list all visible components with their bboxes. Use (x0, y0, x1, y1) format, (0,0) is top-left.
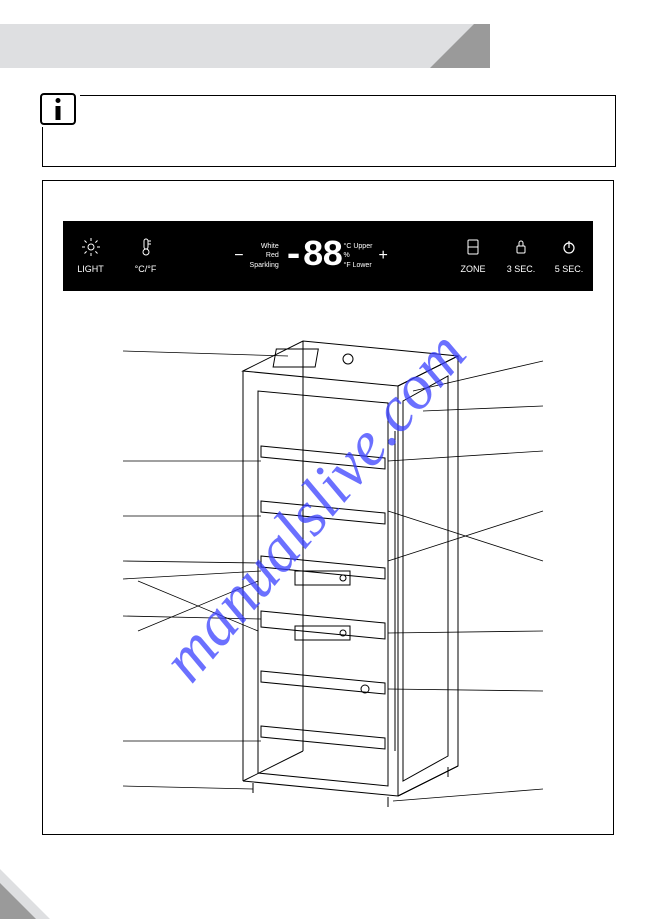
light-button[interactable]: LIGHT (63, 238, 118, 274)
lock-button[interactable]: 3 SEC. (497, 238, 545, 274)
power-label: 5 SEC. (555, 264, 584, 274)
appliance-diagram (43, 311, 613, 821)
label-celsius: °C (344, 243, 352, 250)
lock-icon (514, 238, 528, 260)
unit-zone-labels: °C Upper % °F Lower (342, 242, 373, 269)
figure-frame: LIGHT °C/°F − White Red Sparkling -88 °C… (42, 180, 614, 835)
info-icon-wrap (40, 93, 80, 127)
light-label: LIGHT (77, 264, 104, 274)
wine-type-labels: White Red Sparkling (250, 242, 283, 269)
label-red: Red (250, 251, 279, 260)
power-button[interactable]: 5 SEC. (545, 238, 593, 274)
label-sparkling: Sparkling (250, 261, 279, 270)
plus-button[interactable]: + (372, 247, 393, 265)
zone-icon (466, 238, 480, 260)
light-icon (82, 238, 100, 260)
label-white: White (250, 242, 279, 251)
zone-button[interactable]: ZONE (449, 238, 497, 274)
label-percent: % (344, 251, 373, 260)
temp-unit-button[interactable]: °C/°F (118, 238, 173, 274)
thermometer-icon (139, 238, 153, 260)
lock-label: 3 SEC. (507, 264, 536, 274)
info-callout-box (42, 95, 616, 167)
minus-button[interactable]: − (228, 247, 249, 265)
footer-triangle-inner (0, 883, 36, 919)
header-light-slant (430, 24, 474, 68)
zone-label: ZONE (460, 264, 485, 274)
temperature-display: -88 (283, 238, 342, 274)
power-icon (561, 238, 577, 260)
info-icon (40, 93, 76, 125)
header-light-segment (0, 24, 430, 68)
label-fahrenheit: °F (344, 262, 351, 269)
label-upper: Upper (353, 243, 372, 250)
control-panel: LIGHT °C/°F − White Red Sparkling -88 °C… (63, 221, 593, 291)
temp-unit-label: °C/°F (135, 264, 157, 274)
label-lower: Lower (353, 262, 372, 269)
